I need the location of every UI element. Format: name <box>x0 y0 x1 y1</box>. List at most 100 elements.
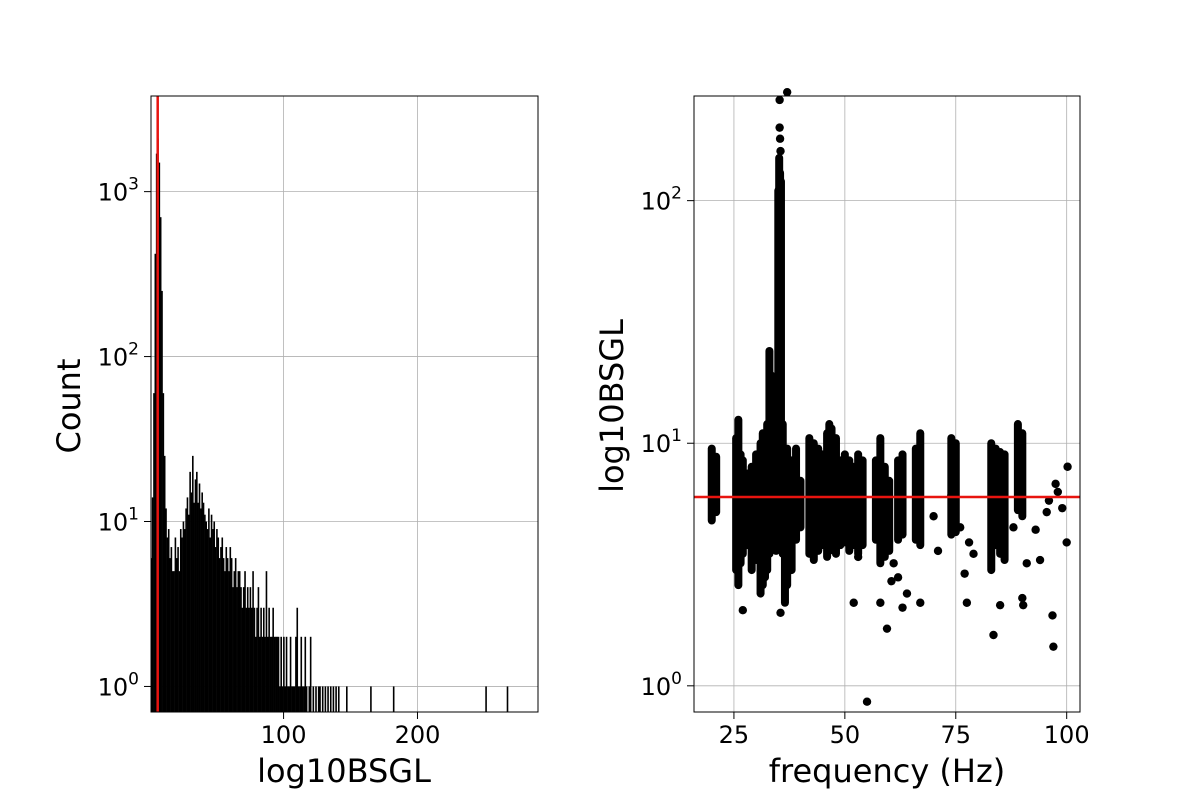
histogram-bar <box>303 686 305 712</box>
histogram-bar <box>257 587 260 712</box>
histogram-bar <box>198 483 201 712</box>
histogram-bar <box>228 571 230 712</box>
y-tick-label: 100 <box>98 669 139 701</box>
histogram-bar <box>169 558 171 712</box>
histogram-bar <box>209 537 212 712</box>
histogram-bar <box>216 529 218 712</box>
histogram-bar <box>190 492 193 712</box>
histogram-bar <box>233 571 236 712</box>
histogram-bar <box>162 393 165 712</box>
scatter-point <box>1063 462 1072 471</box>
histogram-bar <box>506 686 509 712</box>
y-tick-base: 10 <box>641 430 672 458</box>
histogram-bars <box>150 138 509 713</box>
histogram-bar <box>317 686 320 712</box>
histogram-bar <box>181 537 183 712</box>
scatter-point <box>882 624 892 633</box>
histogram-bar <box>271 636 273 712</box>
histogram-x-ticks: 100 200 <box>261 712 440 749</box>
histogram-bar <box>174 537 177 712</box>
histogram-bar <box>236 587 238 712</box>
y-tick-label: 102 <box>641 184 682 216</box>
histogram-bar <box>154 253 157 713</box>
histogram-bar <box>237 571 240 712</box>
scatter-point <box>876 598 885 607</box>
histogram-bar <box>173 571 175 712</box>
scatter-x-axis-label: frequency (Hz) <box>769 752 1006 790</box>
histogram-bar <box>288 686 291 712</box>
histogram-bar <box>165 508 167 712</box>
histogram-bar <box>299 686 301 712</box>
y-tick-base: 10 <box>98 179 129 207</box>
histogram-bar <box>335 686 337 712</box>
histogram-bar <box>192 455 194 712</box>
histogram-bar <box>171 571 174 712</box>
histogram-bar <box>272 607 274 712</box>
histogram-bar <box>193 502 195 712</box>
histogram-bar <box>261 636 264 712</box>
histogram-bar <box>166 537 169 712</box>
histogram-bar <box>268 607 270 712</box>
histogram-bar <box>256 607 258 712</box>
histogram-bar <box>232 587 234 712</box>
histogram-bar <box>230 558 233 712</box>
histogram-bar <box>161 290 163 712</box>
scatter-point <box>1009 523 1018 532</box>
histogram-x-axis-label: log10BSGL <box>257 752 431 790</box>
histogram-bar <box>260 607 262 712</box>
histogram-bar <box>277 636 280 712</box>
scatter-point <box>738 605 748 615</box>
scatter-point <box>933 546 943 556</box>
histogram-bar <box>287 686 289 712</box>
histogram-bar <box>392 686 395 712</box>
histogram-bar <box>194 479 197 712</box>
histogram-bar <box>301 686 304 712</box>
histogram-axes-frame <box>150 95 539 713</box>
histogram-bar <box>283 636 285 712</box>
histogram-bar <box>185 508 187 712</box>
histogram-bar <box>253 607 256 712</box>
x-tick-label: 100 <box>1044 721 1090 749</box>
histogram-bar <box>178 571 181 712</box>
scatter-point <box>782 87 792 97</box>
histogram-bar <box>201 492 203 712</box>
histogram-bar <box>212 529 214 712</box>
histogram-bar <box>163 455 166 712</box>
histogram-bar <box>179 529 182 712</box>
histogram-bar <box>249 587 252 712</box>
x-tick-label: 50 <box>830 721 861 749</box>
scatter-point <box>889 559 898 568</box>
histogram-bar <box>370 686 372 712</box>
scatter-point <box>775 123 784 132</box>
histogram-bar <box>238 571 241 712</box>
histogram-bar <box>319 686 321 712</box>
y-tick-base: 10 <box>98 673 129 701</box>
histogram-bar <box>292 686 295 712</box>
y-tick-base: 10 <box>98 509 129 537</box>
histogram-bar <box>332 686 335 712</box>
histogram-bar <box>213 521 216 712</box>
y-tick-exponent: 2 <box>671 184 682 204</box>
y-tick-label: 100 <box>641 669 682 701</box>
scatter-point <box>887 576 896 586</box>
histogram-bar <box>296 607 299 712</box>
histogram-bar <box>293 686 296 712</box>
scatter-point <box>776 608 785 617</box>
histogram-bar <box>346 686 348 712</box>
histogram-bar <box>248 607 250 712</box>
scatter-point <box>995 600 1005 610</box>
histogram-bar <box>206 529 209 712</box>
histogram-bar <box>276 636 278 712</box>
scatter-point <box>1051 479 1060 489</box>
histogram-bar <box>246 587 249 712</box>
histogram-bar <box>297 686 300 712</box>
scatter-point <box>989 630 998 640</box>
scatter-point <box>1048 611 1057 620</box>
histogram-bar <box>204 514 206 712</box>
histogram-bar <box>187 514 190 712</box>
scatter-point <box>1058 503 1067 513</box>
histogram-bar <box>182 521 185 712</box>
histogram-bar <box>324 686 327 712</box>
y-tick-exponent: 1 <box>671 426 682 446</box>
